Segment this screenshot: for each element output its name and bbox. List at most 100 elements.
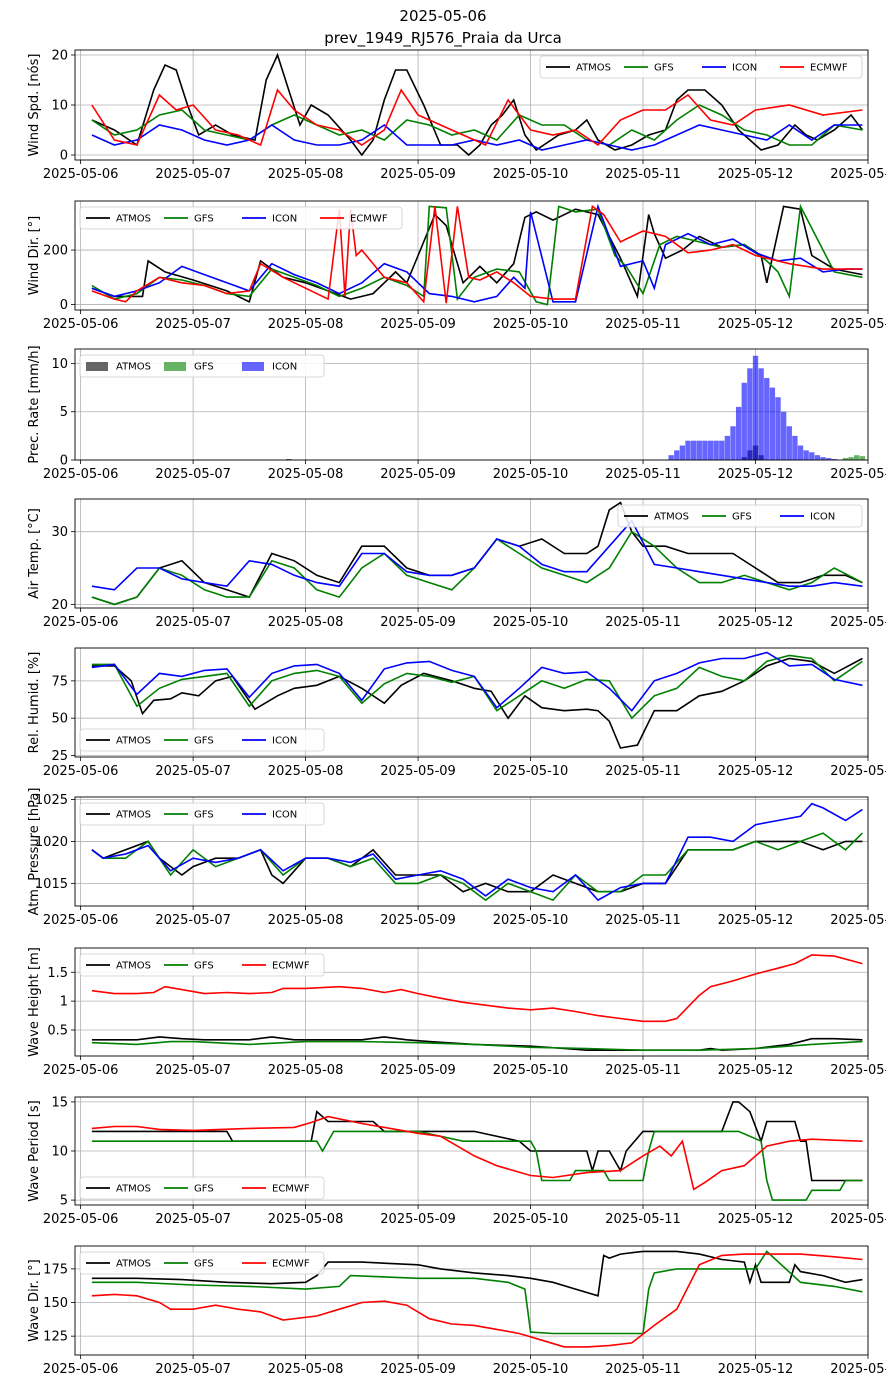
series-group (91, 501, 863, 606)
y-axis-label: Wind Dir. [°] (27, 216, 42, 296)
bar-icon (752, 355, 759, 460)
y-axis-label: Atm. Pressure [hPa] (27, 788, 42, 916)
legend-label-icon: ICON (810, 512, 835, 523)
legend-label-icon: ICON (272, 214, 297, 225)
x-tick-label: 2025-05-07 (155, 1362, 231, 1377)
y-tick-label: 1015 (35, 877, 68, 892)
legend-label-icon: ICON (732, 63, 757, 74)
y-tick-label: 175 (43, 1262, 68, 1277)
x-tick-label: 2025-05-13 (830, 1063, 886, 1078)
y-tick-label: 1020 (35, 835, 68, 850)
axes-frame (74, 1245, 869, 1356)
series-line-gfs (91, 832, 863, 902)
series-group (91, 1101, 863, 1201)
x-tick-label: 2025-05-06 (43, 1362, 119, 1377)
legend: ATMOS GFS ICON ECMWF (539, 55, 863, 79)
x-tick-label: 2025-05-09 (380, 615, 456, 630)
bar-icon (702, 440, 708, 460)
x-tick-label: 2025-05-07 (155, 1212, 231, 1227)
x-tick-label: 2025-05-09 (380, 913, 456, 928)
series-group (286, 355, 866, 460)
bar-gfs (848, 457, 854, 460)
series-line-gfs (91, 654, 863, 720)
bar-icon (797, 445, 804, 460)
axes-frame (74, 348, 869, 461)
series-line-atmos (91, 840, 863, 893)
series-group (91, 1250, 863, 1348)
series-line-gfs (91, 530, 863, 606)
series-line-icon (91, 651, 863, 712)
x-tick-label: 2025-05-11 (605, 615, 681, 630)
x-tick-label: 2025-05-13 (830, 615, 886, 630)
x-tick-label: 2025-05-06 (43, 467, 119, 482)
x-tick-label: 2025-05-10 (493, 615, 569, 630)
y-tick-label: 20 (51, 598, 68, 613)
y-tick-label: 5 (60, 405, 68, 420)
bar-icon (674, 450, 680, 460)
x-tick-label: 2025-05-07 (155, 913, 231, 928)
x-tick-label: 2025-05-11 (605, 1063, 681, 1078)
legend-label-ecmwf: ECMWF (272, 961, 310, 972)
legend-swatch-icon (242, 362, 264, 371)
bar-icon (825, 458, 832, 460)
figure-title-date: 2025-05-06 (399, 7, 487, 25)
series-line-atmos (91, 52, 864, 157)
x-tick-label: 2025-05-12 (718, 467, 794, 482)
legend-label-ecmwf: ECMWF (272, 1259, 310, 1270)
legend: ATMOS GFS ECMWF (79, 1251, 325, 1275)
bar-icon (809, 452, 815, 460)
legend-label-atmos: ATMOS (116, 736, 151, 747)
axes-frame (74, 498, 869, 609)
bar-icon (713, 440, 719, 460)
bar-gfs (854, 455, 860, 460)
series-line-atmos (91, 657, 863, 749)
legend-box (617, 504, 863, 528)
axes-frame (74, 647, 869, 758)
x-tick-label: 2025-05-13 (830, 167, 886, 182)
legend-label-ecmwf: ECMWF (272, 1184, 310, 1195)
x-tick-label: 2025-05-10 (493, 1063, 569, 1078)
legend-label-atmos: ATMOS (116, 810, 151, 821)
x-tick-label: 2025-05-09 (380, 1362, 456, 1377)
x-tick-label: 2025-05-12 (718, 764, 794, 779)
y-tick-label: 10 (51, 357, 68, 372)
legend-label-gfs: GFS (194, 1184, 214, 1195)
y-tick-label: 1.5 (47, 966, 68, 981)
x-tick-label: 2025-05-06 (43, 1212, 119, 1227)
x-tick-label: 2025-05-13 (830, 1212, 886, 1227)
y-tick-label: 200 (43, 244, 68, 259)
legend-swatch-atmos (86, 362, 108, 371)
series-group (91, 52, 864, 157)
y-axis-label: Prec. Rate [mm/h] (27, 345, 42, 463)
subplot-4: 20 30 2025-05-06 2025-05-07 2025-05-08 2025-0… (27, 498, 886, 630)
x-tick-label: 2025-05-13 (830, 317, 886, 332)
series-group (91, 203, 863, 306)
legend-box (79, 953, 325, 977)
series-line-gfs (91, 1040, 863, 1051)
series-line-ecmwf (91, 1253, 863, 1348)
legend-label-gfs: GFS (194, 214, 214, 225)
legend-box (79, 206, 403, 230)
legend: ATMOS GFS ICON (617, 504, 863, 528)
bar-icon (724, 435, 731, 460)
subplot-2: 0 200 2025-05-06 2025-05-07 2025-05-08 2025-0… (27, 200, 886, 332)
series-group (91, 651, 863, 749)
series-line-icon (91, 203, 863, 303)
legend: ATMOS GFS ECMWF (79, 953, 325, 977)
x-tick-label: 2025-05-07 (155, 764, 231, 779)
x-tick-label: 2025-05-09 (380, 1212, 456, 1227)
y-tick-label: 25 (51, 749, 68, 764)
series-group (91, 954, 863, 1052)
x-tick-label: 2025-05-12 (718, 167, 794, 182)
series-line-gfs (91, 104, 863, 146)
bar-icon (668, 455, 674, 460)
series-line-icon (91, 802, 863, 902)
bar-gfs (859, 456, 866, 460)
legend-box (79, 1251, 325, 1275)
y-tick-label: 0 (60, 149, 68, 164)
x-tick-label: 2025-05-10 (493, 1212, 569, 1227)
x-tick-label: 2025-05-10 (493, 764, 569, 779)
legend-box (79, 802, 325, 826)
y-tick-label: 10 (51, 99, 68, 114)
series-line-gfs (91, 1130, 863, 1201)
